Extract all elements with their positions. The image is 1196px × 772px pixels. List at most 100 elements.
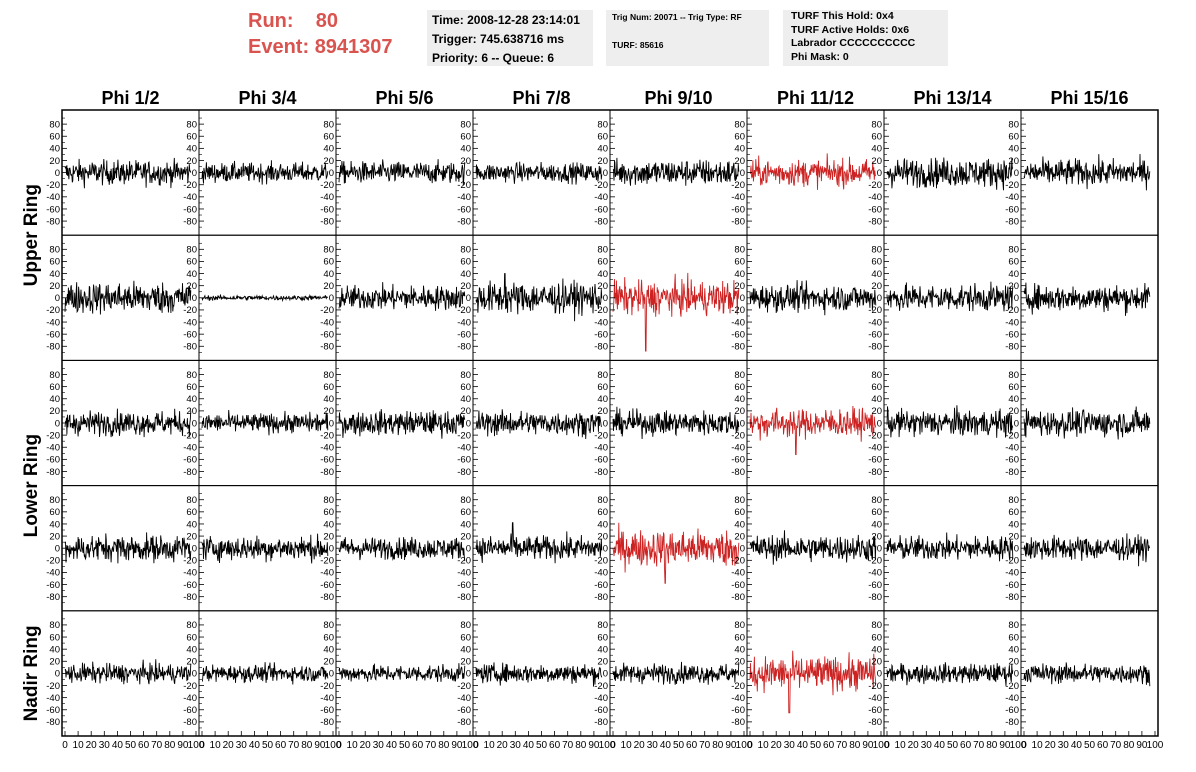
y-tick-label: -40 [868, 443, 882, 454]
y-tick-label: -80 [1005, 467, 1019, 478]
y-tick-label: -40 [320, 443, 334, 454]
y-tick-label: -80 [594, 342, 608, 353]
y-tick-label: -40 [868, 317, 882, 328]
waveform-trace [201, 160, 329, 185]
event-label: Event: [248, 36, 310, 58]
y-tick-label: 0 [329, 544, 334, 555]
x-tick-label: 90 [999, 740, 1011, 751]
waveform-trace [338, 409, 466, 439]
y-tick-label: -80 [868, 717, 882, 728]
waveform-trace [1023, 662, 1151, 687]
y-tick-label: 60 [49, 507, 60, 518]
y-tick-label: -60 [731, 329, 745, 340]
y-tick-label: 80 [323, 245, 334, 256]
y-tick-label: 40 [186, 394, 197, 405]
y-tick-label: -40 [457, 693, 471, 704]
waveform-trace [886, 532, 1014, 562]
y-tick-label: -20 [320, 180, 334, 191]
waveform-trace [612, 272, 740, 352]
y-tick-label: 80 [186, 370, 197, 381]
x-tick-label: 0 [199, 740, 205, 751]
y-tick-label: -80 [1005, 216, 1019, 227]
y-tick-label: -80 [457, 342, 471, 353]
y-tick-label: 40 [323, 519, 334, 530]
x-tick-label: 70 [1110, 740, 1122, 751]
x-tick-label: 20 [497, 740, 509, 751]
y-tick-label: 20 [186, 531, 197, 542]
y-tick-label: -80 [1005, 592, 1019, 603]
y-tick-label: -40 [320, 317, 334, 328]
y-tick-label: -40 [46, 693, 60, 704]
y-tick-label: 20 [871, 281, 882, 292]
priority-line: Priority: 6 -- Queue: 6 [432, 51, 555, 65]
ring-label: Nadir Ring [21, 625, 42, 721]
x-tick-label: 60 [1097, 740, 1109, 751]
y-tick-label: 80 [460, 495, 471, 506]
y-tick-label: -80 [183, 592, 197, 603]
y-tick-label: 60 [323, 507, 334, 518]
y-tick-label: -20 [46, 681, 60, 692]
y-tick-label: 20 [871, 156, 882, 167]
y-tick-label: 60 [186, 132, 197, 143]
x-tick-label: 90 [314, 740, 326, 751]
y-tick-label: 80 [1008, 370, 1019, 381]
x-tick-label: 20 [360, 740, 372, 751]
x-tick-label: 30 [99, 740, 111, 751]
y-tick-label: -40 [1005, 693, 1019, 704]
y-tick-label: -80 [183, 342, 197, 353]
ring-label: Upper Ring [21, 184, 42, 286]
y-tick-label: -60 [1005, 204, 1019, 215]
y-tick-label: -80 [594, 216, 608, 227]
waveform-trace [886, 281, 1014, 312]
y-tick-label: 40 [186, 144, 197, 155]
y-tick-label: -60 [320, 455, 334, 466]
y-tick-label: 20 [1008, 406, 1019, 417]
run-label: Run: [248, 10, 294, 32]
x-tick-label: 40 [1071, 740, 1083, 751]
y-tick-label: 20 [323, 406, 334, 417]
y-tick-label: 60 [186, 507, 197, 518]
x-tick-label: 0 [884, 740, 890, 751]
y-tick-label: 20 [186, 281, 197, 292]
y-tick-label: 20 [186, 156, 197, 167]
waveform-trace [338, 159, 466, 186]
run-row: Run: 80 [248, 8, 393, 34]
y-tick-label: -80 [46, 717, 60, 728]
x-tick-label: 90 [862, 740, 874, 751]
x-tick-label: 100 [188, 740, 205, 751]
waveform-trace [612, 406, 740, 440]
y-tick-label: 80 [597, 620, 608, 631]
x-tick-label: 50 [947, 740, 959, 751]
y-tick-label: 40 [49, 269, 60, 280]
y-tick-label: 20 [734, 281, 745, 292]
y-tick-label: -20 [457, 430, 471, 441]
y-tick-label: -80 [46, 592, 60, 603]
y-tick-label: 20 [734, 531, 745, 542]
x-tick-label: 50 [673, 740, 685, 751]
y-tick-label: 0 [1014, 293, 1019, 304]
x-tick-label: 10 [347, 740, 359, 751]
y-tick-label: -20 [183, 305, 197, 316]
y-tick-label: -40 [320, 192, 334, 203]
x-tick-label: 60 [823, 740, 835, 751]
y-tick-label: -20 [731, 180, 745, 191]
run-event-block: Run: 80 Event: 8941307 [248, 8, 393, 60]
y-tick-label: -80 [868, 592, 882, 603]
x-tick-label: 0 [336, 740, 342, 751]
x-tick-label: 80 [164, 740, 176, 751]
y-tick-label: 60 [871, 382, 882, 393]
y-tick-label: 0 [877, 418, 882, 429]
y-tick-label: -60 [868, 705, 882, 716]
y-tick-label: 60 [1008, 382, 1019, 393]
y-tick-label: 60 [597, 257, 608, 268]
y-tick-label: -80 [868, 216, 882, 227]
y-tick-label: -80 [320, 592, 334, 603]
y-tick-label: -20 [1005, 305, 1019, 316]
y-tick-label: 40 [597, 269, 608, 280]
y-tick-label: 40 [186, 519, 197, 530]
y-tick-label: -40 [183, 192, 197, 203]
y-tick-label: 40 [460, 519, 471, 530]
y-tick-label: 0 [192, 168, 197, 179]
y-tick-label: 20 [597, 156, 608, 167]
y-tick-label: 0 [55, 418, 60, 429]
